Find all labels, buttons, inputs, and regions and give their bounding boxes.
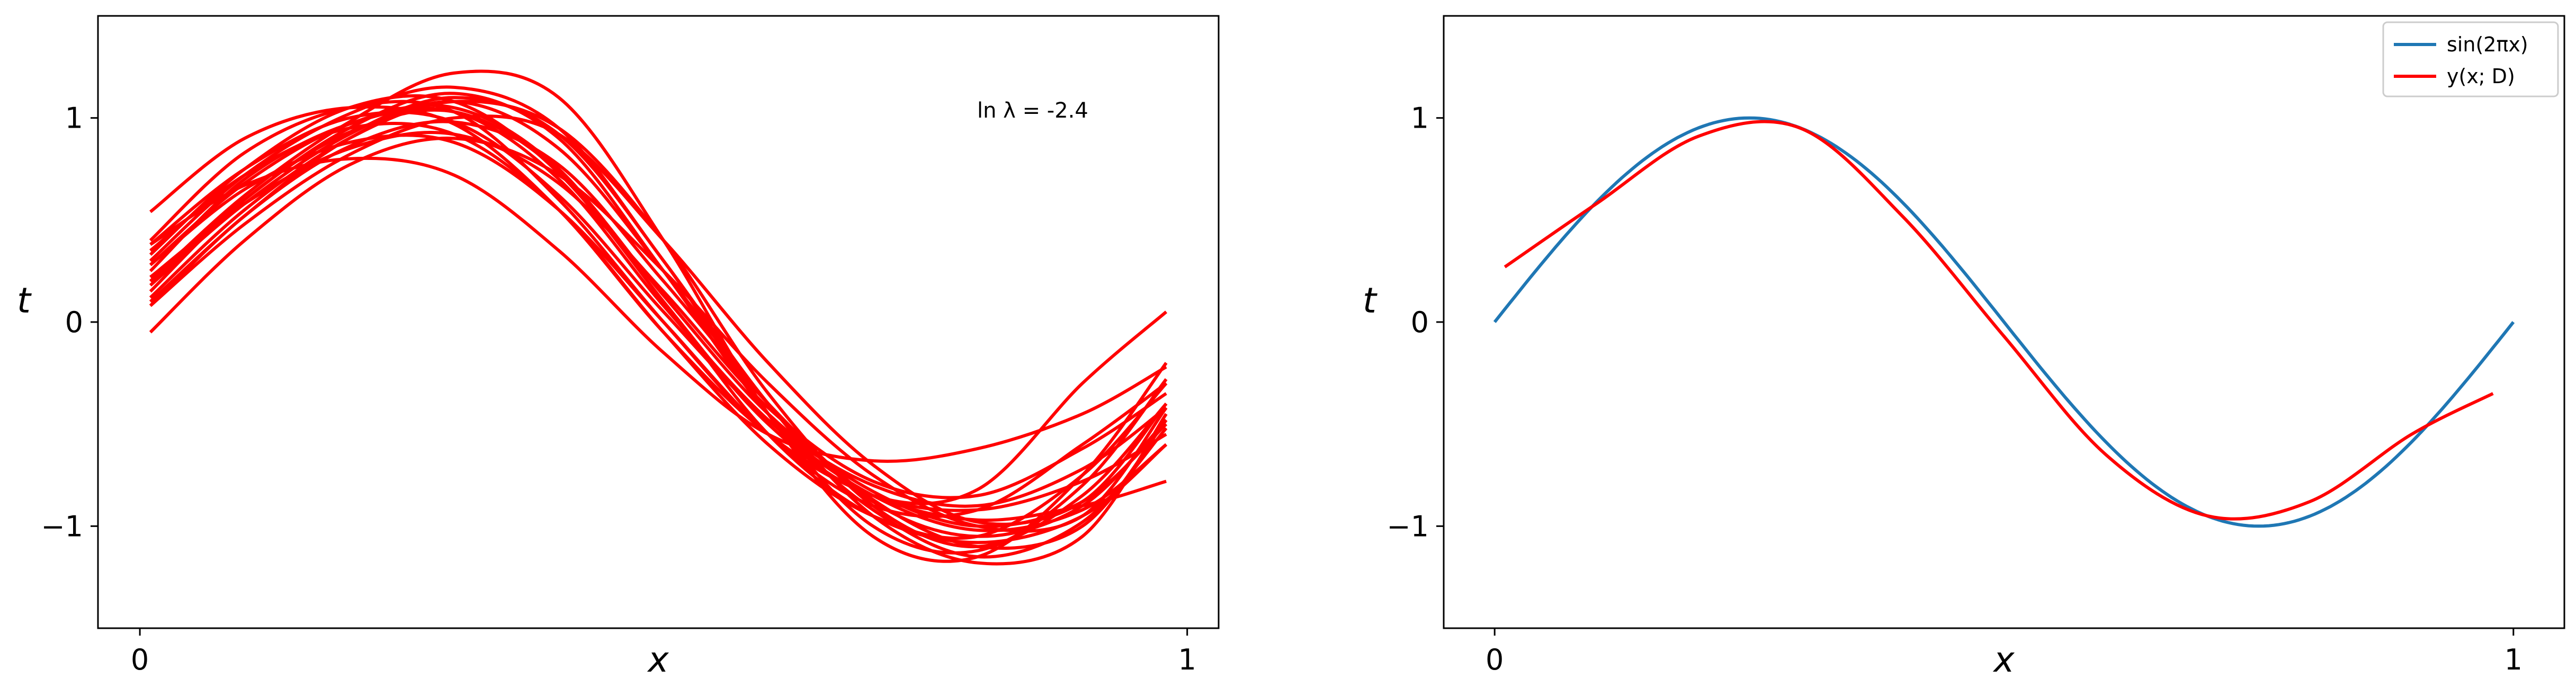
- y-tick-label: −1: [1387, 510, 1429, 543]
- fit-line-20: [149, 100, 1168, 538]
- fit-line-6: [149, 136, 1168, 533]
- left-plot-annotation: ln λ = -2.4: [977, 99, 1088, 123]
- right-plot-x-label: x: [1992, 639, 2015, 680]
- legend-label-sin: sin(2πx): [2447, 33, 2528, 56]
- y-tick-label: 1: [1411, 102, 1429, 135]
- fit-line-9: [149, 156, 1167, 463]
- x-tick-label: 1: [2505, 643, 2523, 676]
- y-tick-label: 0: [1411, 306, 1429, 339]
- y-tick-label: 1: [65, 102, 83, 135]
- fit-line-15: [149, 114, 1168, 526]
- y-tick-label: 0: [65, 306, 83, 339]
- fit-line-19: [149, 110, 1167, 508]
- legend: sin(2πx) y(x; D): [2382, 21, 2559, 97]
- right-plot-lines: [1493, 116, 2515, 528]
- x-tick-label: 0: [1486, 643, 1504, 676]
- right-plot-ticks: 0 1 −1 0 1: [1387, 102, 2523, 676]
- right-plot: 0 1 −1 0 1 x t sin(2πx) y(x; D): [1363, 15, 2565, 680]
- legend-label-fit: y(x; D): [2447, 65, 2515, 88]
- series-line-sin: [1493, 116, 2515, 528]
- left-plot: 0 1 −1 0 1 x t ln λ = -2.4: [17, 15, 1220, 680]
- left-plot-x-label: x: [647, 639, 669, 680]
- fit-line-14: [149, 131, 1167, 499]
- y-tick-label: −1: [41, 510, 83, 543]
- x-tick-label: 1: [1178, 643, 1196, 676]
- left-plot-lines: [149, 69, 1168, 566]
- fit-line-16: [149, 122, 1168, 540]
- fit-line-18: [149, 103, 1168, 505]
- left-plot-ticks: 0 1 −1 0 1: [41, 102, 1196, 676]
- fit-line-17: [149, 96, 1168, 555]
- x-tick-label: 0: [131, 643, 149, 676]
- series-line-fit: [1504, 120, 2494, 521]
- right-plot-y-label: t: [1363, 280, 1378, 321]
- left-plot-y-label: t: [17, 280, 32, 321]
